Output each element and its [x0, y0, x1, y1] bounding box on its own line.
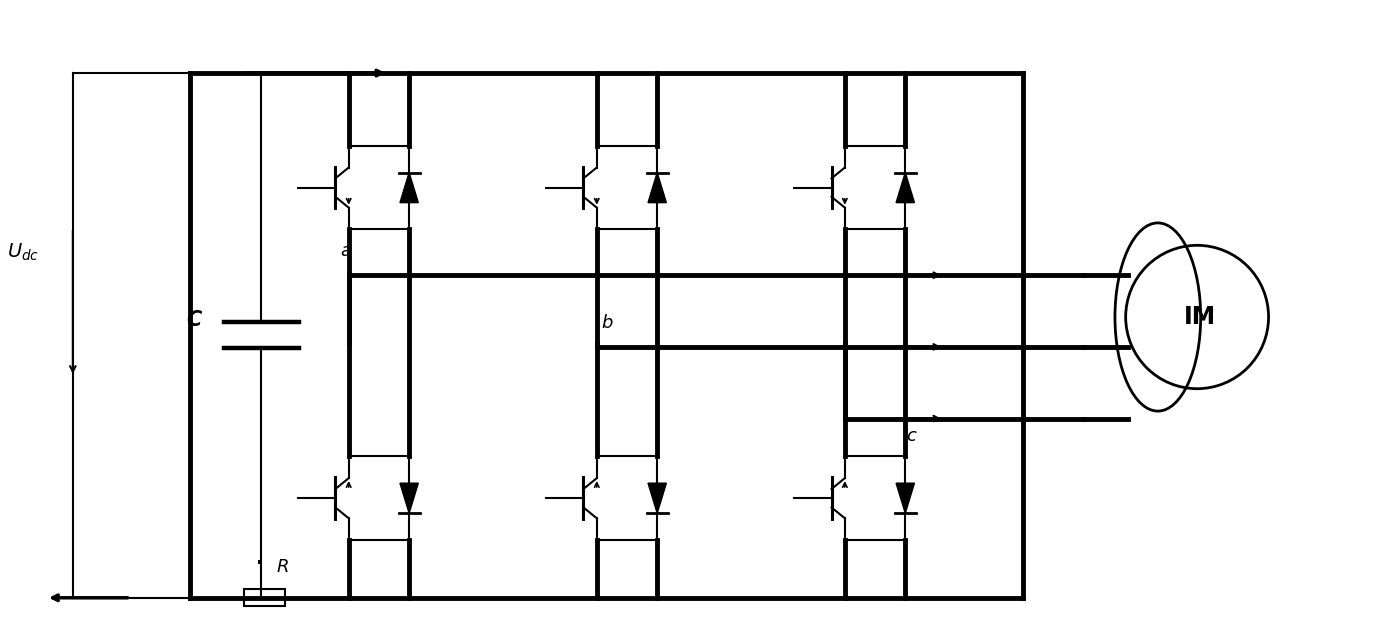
Text: R: R: [276, 558, 288, 576]
Polygon shape: [400, 173, 418, 203]
Text: c: c: [906, 427, 916, 445]
Polygon shape: [400, 483, 418, 513]
Polygon shape: [649, 483, 667, 513]
Text: IM: IM: [1185, 305, 1217, 329]
Text: b: b: [601, 314, 612, 332]
Text: ·: ·: [255, 550, 264, 578]
Polygon shape: [649, 173, 667, 203]
Text: C: C: [187, 310, 202, 331]
Polygon shape: [896, 483, 915, 513]
Text: a: a: [341, 242, 352, 261]
Polygon shape: [896, 173, 915, 203]
Bar: [244, 589, 285, 606]
Text: $U_{dc}$: $U_{dc}$: [7, 241, 39, 263]
